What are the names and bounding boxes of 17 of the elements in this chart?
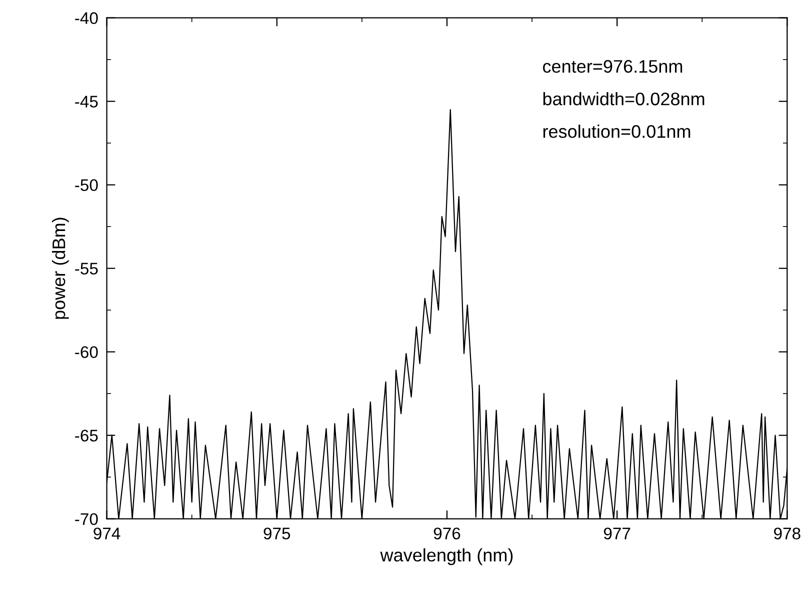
y-tick-label: -45 — [75, 96, 98, 108]
y-axis-title: power (dBm) — [52, 218, 69, 319]
x-tick-label: 977 — [604, 528, 630, 540]
x-tick-label: 974 — [94, 528, 120, 540]
annotation: bandwidth=0.028nm — [543, 92, 704, 106]
y-tick-label: -50 — [75, 179, 98, 192]
y-tick-label: -65 — [75, 430, 98, 442]
x-axis-title: wavelength (nm) — [380, 548, 513, 566]
x-tick-label: 976 — [434, 528, 460, 540]
annotation: resolution=0.01nm — [543, 124, 690, 138]
y-tick-label: -70 — [75, 513, 98, 526]
y-tick-label: -60 — [75, 346, 98, 358]
annotation: center=976.15nm — [542, 60, 682, 73]
x-tick-label: 978 — [774, 528, 800, 540]
x-tick-label: 975 — [264, 528, 290, 540]
y-tick-label: -40 — [75, 12, 98, 24]
y-tick-label: -55 — [75, 262, 98, 275]
